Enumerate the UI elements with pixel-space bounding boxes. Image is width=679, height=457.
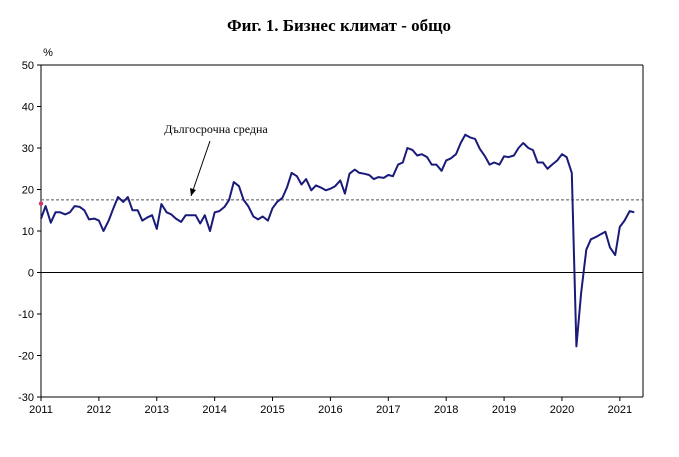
y-tick-label: 0	[28, 268, 34, 280]
y-tick-label: 20	[22, 185, 34, 197]
series-start-marker	[38, 201, 44, 206]
long-term-average-label: Дългосрочна средна	[164, 122, 268, 136]
y-tick-label: 50	[22, 60, 34, 72]
x-tick-label: 2011	[29, 404, 53, 416]
x-tick-label: 2016	[318, 404, 342, 416]
chart-title: Фиг. 1. Бизнес климат - общо	[227, 16, 451, 35]
y-tick-label: -30	[18, 392, 34, 404]
x-tick-label: 2020	[550, 404, 574, 416]
y-ticks: 50 40 30 20 10 0 -10 -20 -30	[18, 60, 41, 404]
y-tick-label: 30	[22, 143, 34, 155]
y-tick-label: 40	[22, 102, 34, 114]
y-tick-label: 10	[22, 226, 34, 238]
y-tick-label: -20	[18, 351, 34, 363]
x-tick-label: 2017	[376, 404, 400, 416]
y-tick-label: -10	[18, 309, 34, 321]
x-tick-label: 2013	[145, 404, 169, 416]
x-tick-label: 2012	[87, 404, 111, 416]
x-tick-label: 2019	[492, 404, 516, 416]
annotation-arrowhead	[190, 188, 196, 196]
series-line	[40, 133, 635, 348]
x-tick-label: 2015	[260, 404, 284, 416]
x-ticks: 2011 2012 2013 2014 2015 2016 2017 2018 2019 2020…	[29, 397, 632, 416]
y-axis-unit-label: %	[43, 47, 53, 59]
annotation-arrow	[190, 140, 211, 197]
x-tick-label: 2021	[608, 404, 632, 416]
x-tick-label: 2018	[434, 404, 458, 416]
x-tick-label: 2014	[202, 404, 226, 416]
